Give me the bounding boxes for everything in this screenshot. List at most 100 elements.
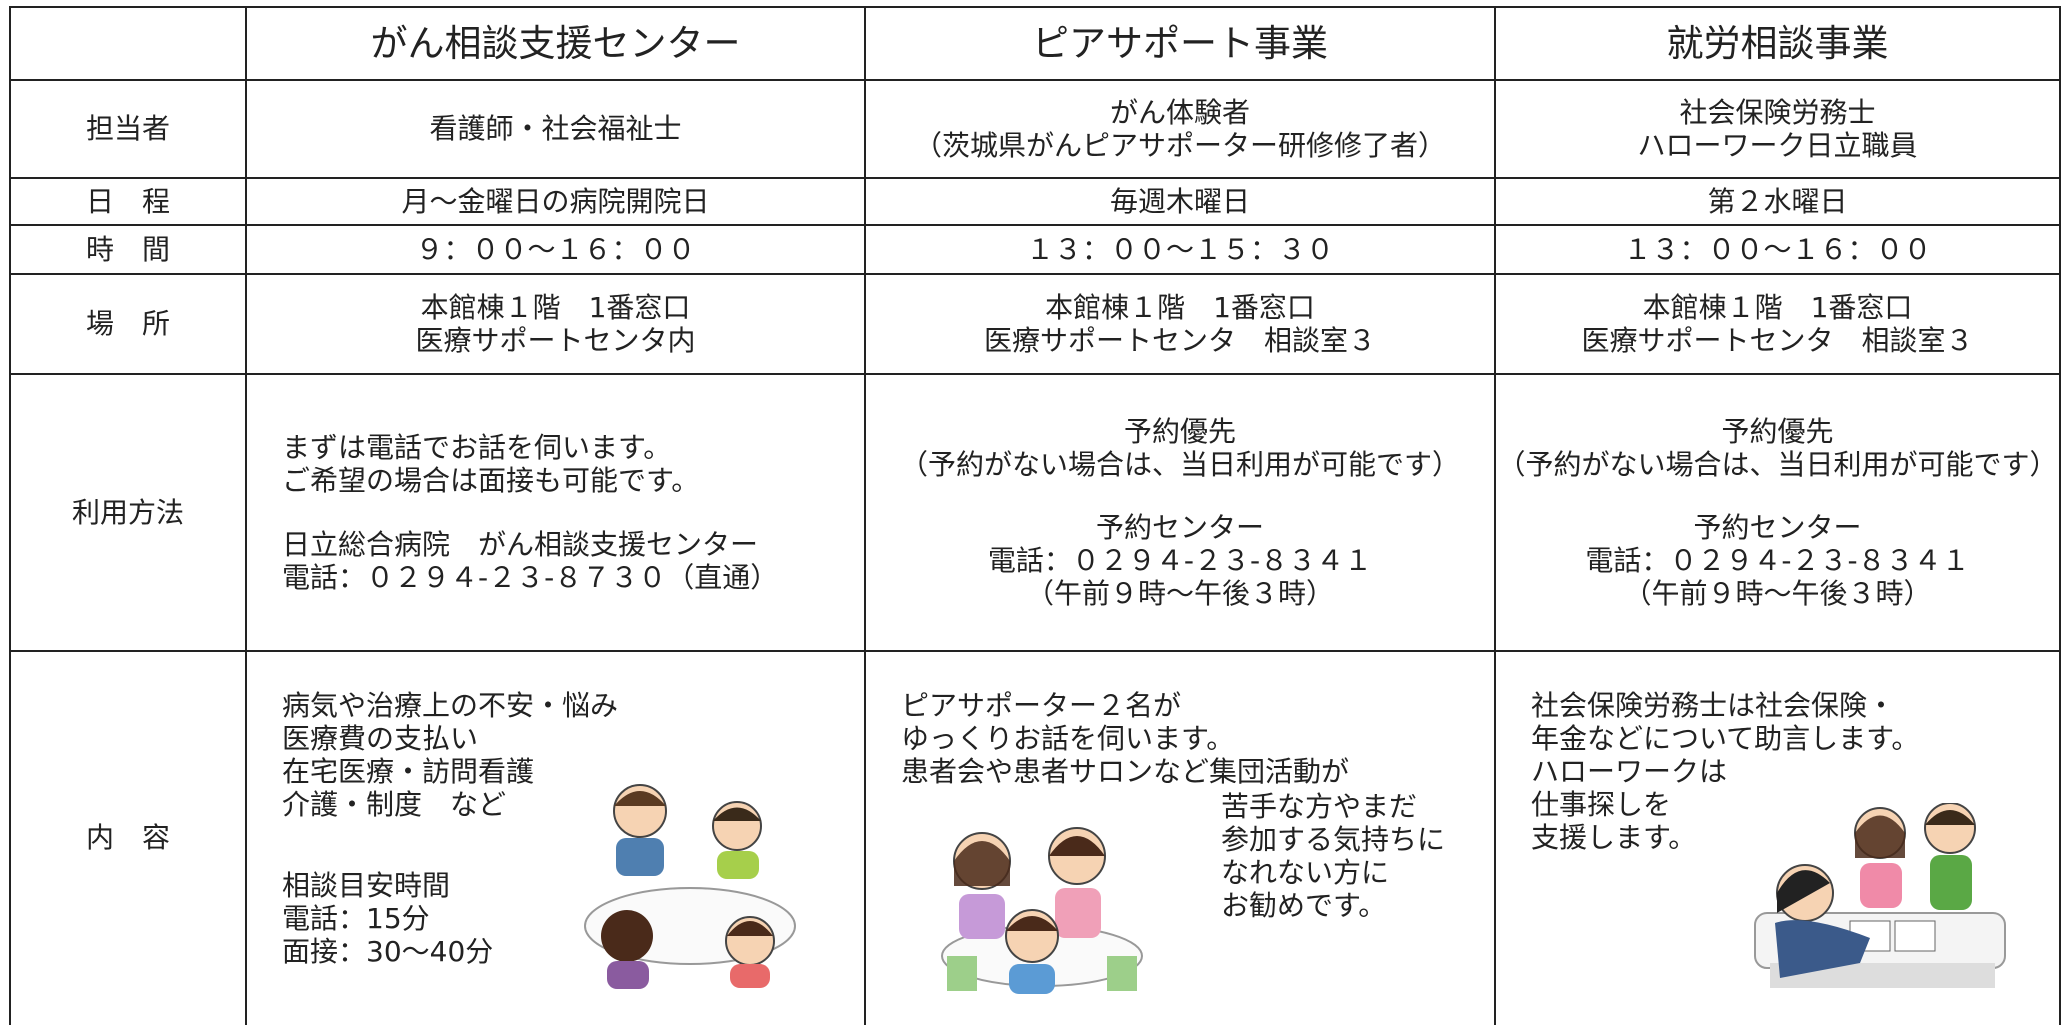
text-line: 医療サポートセンタ 相談室３ [983, 324, 1376, 357]
row-label: 日 程 [85, 184, 170, 218]
text-line: 在宅医療・訪問看護 [282, 755, 535, 789]
paragraph: 日立総合病院 がん相談支援センター 電話：０２９４-２３-８７３０（直通） [282, 528, 778, 594]
illustration [941, 827, 1143, 994]
table-cell: １３：００～１５：３０ [865, 225, 1495, 274]
table-cell: まずは電話でお話を伺います。 ご希望の場合は面接も可能です。日立総合病院 がん相談… [246, 374, 865, 651]
paragraph: がん体験者 （茨城県がんピアサポーター研修修了者） [914, 96, 1446, 162]
table-cell: 社会保険労務士は社会保険・ 年金などについて助言します。 ハローワークは 仕事探しを支… [1495, 651, 2060, 1025]
rule [2059, 6, 2061, 1025]
paragraph: 本館棟１階 1番窓口 医療サポートセンタ 相談室３ [984, 291, 1376, 357]
text-line: 面接：30～40分 [282, 935, 494, 969]
text-line: 年金などについて助言します。 [1531, 722, 1920, 756]
paragraph: １３：００～１６：００ [1623, 233, 1931, 266]
text-line: 介護・制度 など [282, 788, 507, 822]
text-line: 仕事探しを [1531, 788, 1672, 822]
table-cell: 予約優先 （予約がない場合は、当日利用が可能です） 予約センター 電話：０２９４-２３… [1495, 374, 2060, 651]
text-line: 本館棟１階 1番窓口 [1642, 290, 1913, 324]
text-line: 看護師・社会福祉士 [429, 112, 682, 146]
text-line: 電話：０２９４-２３-８３４１ [987, 544, 1373, 578]
paragraph: 予約優先 （予約がない場合は、当日利用が可能です） [900, 415, 1460, 481]
table-cell: 本館棟１階 1番窓口 医療サポートセンタ 相談室３ [865, 274, 1495, 374]
text-line: （午前９時～午後３時） [1623, 577, 1932, 611]
text-line: （午前９時～午後３時） [1025, 577, 1334, 611]
rule [10, 224, 2061, 226]
table-cell: 病気や治療上の不安・悩み 医療費の支払い 在宅医療・訪問看護 介護・制度 など 相談目安… [246, 651, 865, 1025]
paragraph: 予約優先 （予約がない場合は、当日利用が可能です） [1497, 415, 2057, 481]
row-label: 利用方法 [71, 495, 184, 529]
paragraph: 本館棟１階 1番窓口 医療サポートセンタ 相談室３ [1581, 291, 1973, 357]
column-header: ピアサポート事業 [1032, 21, 1328, 65]
table-cell: がん体験者 （茨城県がんピアサポーター研修修了者） [865, 80, 1495, 178]
rule [10, 373, 2061, 375]
rule [1494, 6, 1496, 1025]
text-line: なれない方に [1221, 856, 1390, 890]
paragraph: まずは電話でお話を伺います。 ご希望の場合は面接も可能です。 [282, 431, 699, 497]
paragraph: 病気や治療上の不安・悩み 医療費の支払い 在宅医療・訪問看護 介護・制度 など [282, 689, 618, 821]
paragraph: 社会保険労務士 ハローワーク日立職員 [1637, 96, 1917, 162]
rule [10, 79, 2061, 81]
text-line: ご希望の場合は面接も可能です。 [282, 464, 700, 498]
text-line: がん体験者 [1109, 95, 1250, 129]
text-line: まずは電話でお話を伺います。 [282, 431, 672, 465]
paragraph: 社会保険労務士は社会保険・ 年金などについて助言します。 ハローワークは 仕事探しを支… [1531, 689, 1919, 854]
text-line: 苦手な方やまだ [1221, 790, 1418, 824]
table-cell: 毎週木曜日 [865, 178, 1495, 225]
text-line: 病気や治療上の不安・悩み [282, 689, 619, 722]
paragraph: ピアサポーター２名が ゆっくりお話を伺います。 患者会や患者サロンなど集団活動が [901, 689, 1349, 788]
text-line: 医療費の支払い [282, 722, 479, 756]
rule [10, 6, 2061, 8]
paragraph: 相談目安時間 電話：15分 面接：30～40分 [282, 869, 493, 968]
rule [9, 6, 11, 1025]
text-line: 本館棟１階 1番窓口 [420, 290, 691, 324]
paragraph: 第２水曜日 [1707, 185, 1847, 218]
rule [864, 6, 866, 1025]
paragraph: 苦手な方やまだ 参加する気持ちに なれない方に お勧めです。 [1221, 790, 1445, 922]
text-line: ゆっくりお話を伺います。 [901, 722, 1235, 756]
paragraph: 看護師・社会福祉士 [429, 112, 681, 145]
text-line: １３：００～１５：３０ [1025, 232, 1334, 266]
table-cell: 予約優先 （予約がない場合は、当日利用が可能です） 予約センター 電話：０２９４-２３… [865, 374, 1495, 651]
text-line: 電話：０２９４-２３-８３４１ [1585, 544, 1970, 578]
text-line: 相談目安時間 [282, 869, 451, 903]
text-line: 電話：０２９４-２３-８７３０（直通） [282, 560, 779, 594]
paragraph: ９：００～１６：００ [415, 233, 695, 266]
text-line: 医療サポートセンタ内 [415, 324, 696, 357]
text-line: 患者会や患者サロンなど集団活動が [901, 755, 1350, 789]
text-line: （予約がない場合は、当日利用が可能です） [899, 447, 1460, 481]
paragraph: １３：００～１５：３０ [1026, 233, 1334, 266]
table-cell: 本館棟１階 1番窓口 医療サポートセンタ内 [246, 274, 865, 374]
row-label: 内 容 [85, 821, 170, 855]
text-line: ９：００～１６：００ [415, 232, 696, 266]
row-label: 担当者 [85, 112, 170, 146]
text-line: 本館棟１階 1番窓口 [1045, 290, 1315, 324]
text-line: ハローワークは [1531, 755, 1728, 789]
table-cell: ピアサポーター２名が ゆっくりお話を伺います。 患者会や患者サロンなど集団活動が 苦手… [865, 651, 1495, 1025]
text-line: 予約優先 [1721, 414, 1834, 448]
table-cell: 社会保険労務士 ハローワーク日立職員 [1495, 80, 2060, 178]
text-line: 社会保険労務士は社会保険・ [1531, 689, 1896, 722]
column-header: がん相談支援センター [370, 21, 741, 65]
text-line: （予約がない場合は、当日利用が可能です） [1497, 447, 2058, 481]
table-cell: 看護師・社会福祉士 [246, 80, 865, 178]
paragraph: 月～金曜日の病院開院日 [401, 185, 709, 218]
paragraph: 本館棟１階 1番窓口 医療サポートセンタ内 [415, 291, 695, 357]
text-line: 参加する気持ちに [1221, 823, 1446, 857]
text-line: 日立総合病院 がん相談支援センター [282, 527, 759, 561]
rule [10, 177, 2061, 179]
text-line: 第２水曜日 [1707, 184, 1848, 218]
text-line: ハローワーク日立職員 [1637, 129, 1918, 162]
table-cell: 本館棟１階 1番窓口 医療サポートセンタ 相談室３ [1495, 274, 2060, 374]
table-cell: ９：００～１６：００ [246, 225, 865, 274]
text-line: （茨城県がんピアサポーター研修修了者） [913, 129, 1446, 162]
rule [10, 273, 2061, 275]
table-cell: １３：００～１６：００ [1495, 225, 2060, 274]
text-line: 月～金曜日の病院開院日 [401, 184, 710, 218]
text-line: ピアサポーター２名が [901, 689, 1182, 722]
text-line: 予約優先 [1123, 414, 1236, 448]
paragraph: 毎週木曜日 [1110, 185, 1250, 218]
row-label: 時 間 [85, 232, 170, 266]
illustration [1754, 803, 2006, 988]
table-cell: 月～金曜日の病院開院日 [246, 178, 865, 225]
table-cell: 第２水曜日 [1495, 178, 2060, 225]
text-line: １３：００～１６：００ [1623, 232, 1932, 266]
